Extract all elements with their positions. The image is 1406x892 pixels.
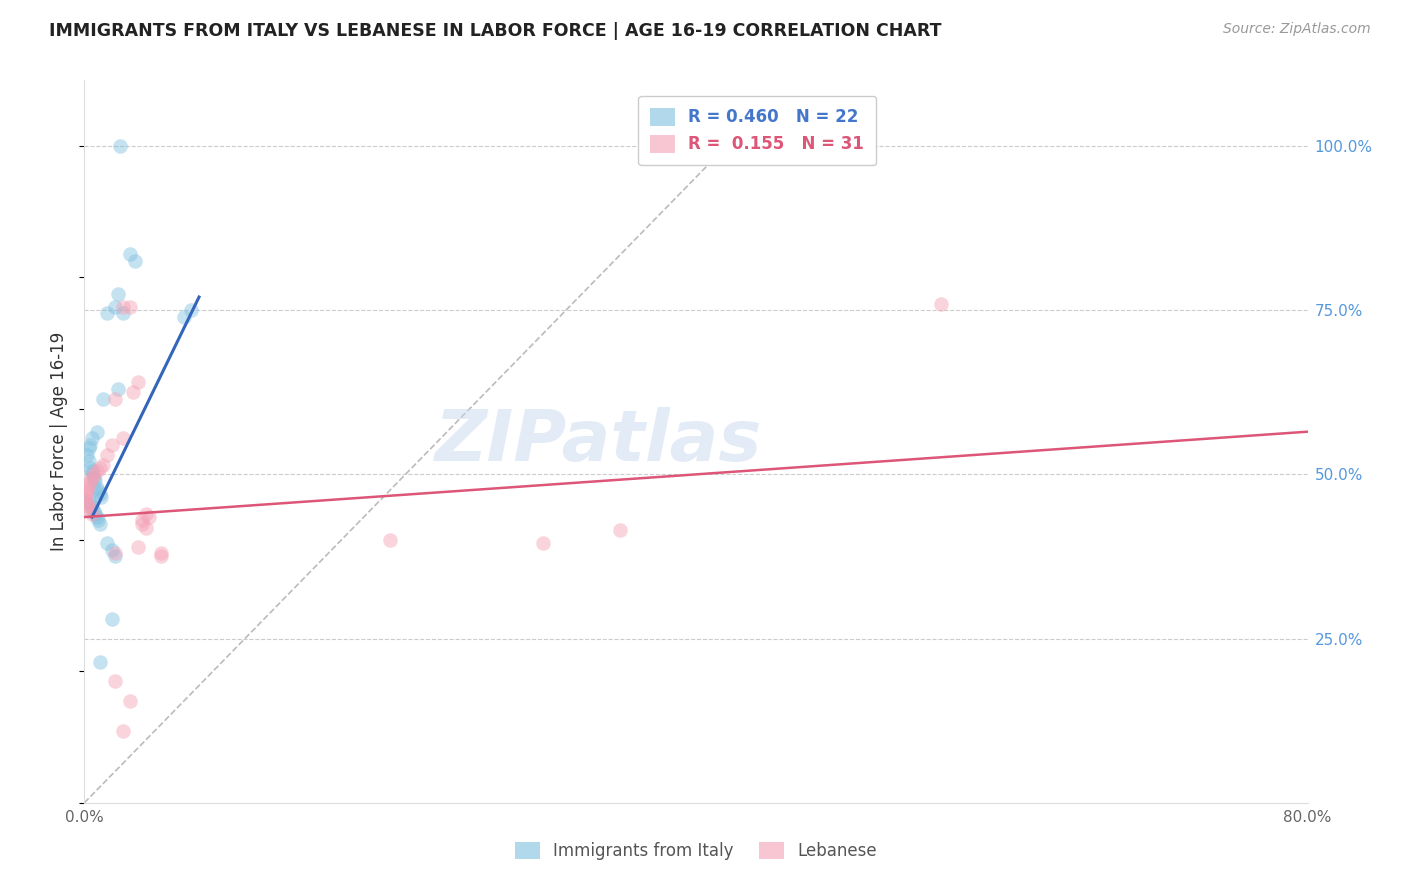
Point (929, 296, 952, 310)
Point (107, 286, 129, 301)
Point (75, 491, 97, 505)
Point (75, 493, 97, 508)
Point (77, 500, 100, 515)
Point (107, 382, 129, 396)
Point (111, 431, 134, 445)
Point (120, 694, 142, 708)
Point (80, 467, 103, 482)
Point (75, 487, 97, 501)
Point (86, 464, 108, 478)
Point (89, 655, 111, 669)
Point (89, 487, 111, 501)
Point (86, 481, 108, 495)
Point (89, 516, 111, 531)
Point (89, 460, 111, 475)
Point (104, 549, 127, 564)
Point (149, 546, 172, 560)
Point (77, 493, 100, 508)
Point (76, 497, 98, 511)
Point (149, 549, 172, 564)
Point (79, 503, 101, 517)
Point (120, 247, 142, 261)
Point (380, 533, 402, 547)
Point (86, 425, 108, 439)
Point (83, 467, 105, 482)
Point (101, 612, 124, 626)
Point (111, 306, 134, 320)
Point (131, 513, 153, 527)
Legend: Immigrants from Italy, Lebanese: Immigrants from Italy, Lebanese (509, 835, 883, 867)
Point (131, 516, 153, 531)
Point (79, 474, 101, 488)
Point (122, 385, 145, 400)
Point (138, 510, 160, 524)
Point (124, 254, 146, 268)
Point (104, 546, 127, 560)
Point (77, 454, 100, 468)
Point (531, 536, 554, 550)
Point (80, 431, 103, 445)
Point (84, 507, 107, 521)
Point (87, 483, 110, 498)
Point (173, 310, 195, 324)
Point (127, 540, 149, 554)
Point (76, 481, 98, 495)
Point (80, 507, 103, 521)
Point (79, 497, 101, 511)
Point (79, 460, 101, 475)
Point (96, 306, 118, 320)
Text: Source: ZipAtlas.com: Source: ZipAtlas.com (1223, 22, 1371, 37)
Point (76, 483, 98, 498)
Point (111, 300, 134, 314)
Point (79, 438, 101, 452)
Point (104, 674, 127, 689)
Point (77, 477, 100, 491)
Point (77, 441, 100, 455)
Point (91, 392, 114, 406)
Point (108, 139, 131, 153)
Point (80, 471, 103, 485)
Point (135, 507, 157, 521)
Point (101, 438, 124, 452)
Point (104, 392, 127, 406)
Point (80, 464, 103, 478)
Point (83, 503, 105, 517)
Point (90, 491, 112, 505)
Point (104, 300, 127, 314)
Point (180, 303, 202, 318)
Point (609, 523, 631, 537)
Point (101, 542, 124, 557)
Point (87, 513, 110, 527)
Point (135, 521, 157, 535)
Point (120, 300, 142, 314)
Text: IMMIGRANTS FROM ITALY VS LEBANESE IN LABOR FORCE | AGE 16-19 CORRELATION CHART: IMMIGRANTS FROM ITALY VS LEBANESE IN LAB… (49, 22, 942, 40)
Point (83, 471, 105, 485)
Point (84, 474, 107, 488)
Point (127, 376, 149, 390)
Point (86, 510, 108, 524)
Point (96, 536, 118, 550)
Y-axis label: In Labor Force | Age 16-19: In Labor Force | Age 16-19 (51, 332, 69, 551)
Point (111, 723, 134, 738)
Text: ZIPatlas: ZIPatlas (434, 407, 762, 476)
Point (76, 448, 98, 462)
Point (96, 448, 118, 462)
Point (91, 458, 114, 472)
Point (80, 500, 103, 515)
